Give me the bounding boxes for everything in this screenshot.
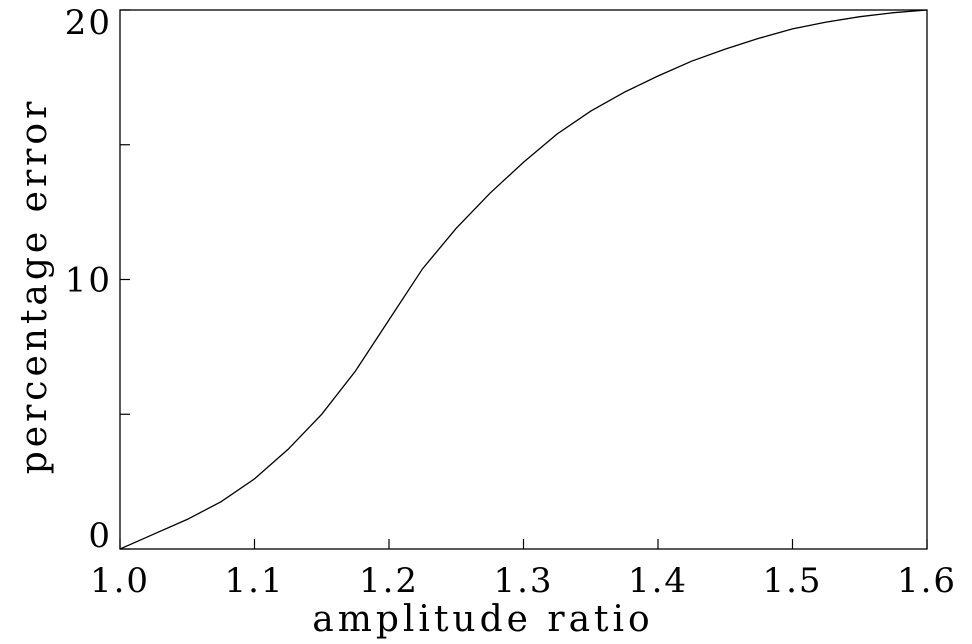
x-tick-label: 1.4	[628, 561, 688, 601]
x-axis-ticks: 1.0 1.1 1.2 1.3 1.4 1.5 1.6	[90, 539, 957, 601]
x-tick-label: 1.3	[493, 561, 553, 601]
x-tick-label: 1.0	[90, 561, 150, 601]
y-tick-label: 20	[65, 3, 112, 43]
y-tick-label: 10	[65, 261, 112, 301]
x-tick-label: 1.2	[359, 561, 419, 601]
y-tick-label: 0	[88, 516, 112, 556]
x-axis-label: amplitude ratio	[312, 599, 653, 640]
x-tick-label: 1.6	[897, 561, 957, 601]
y-axis-label: percentage error	[14, 98, 55, 475]
plot-frame	[119, 9, 928, 550]
y-axis-ticks: 0 10 20	[65, 3, 130, 556]
x-tick-label: 1.1	[224, 561, 284, 601]
x-tick-label: 1.5	[762, 561, 822, 601]
series-line	[119, 9, 928, 550]
